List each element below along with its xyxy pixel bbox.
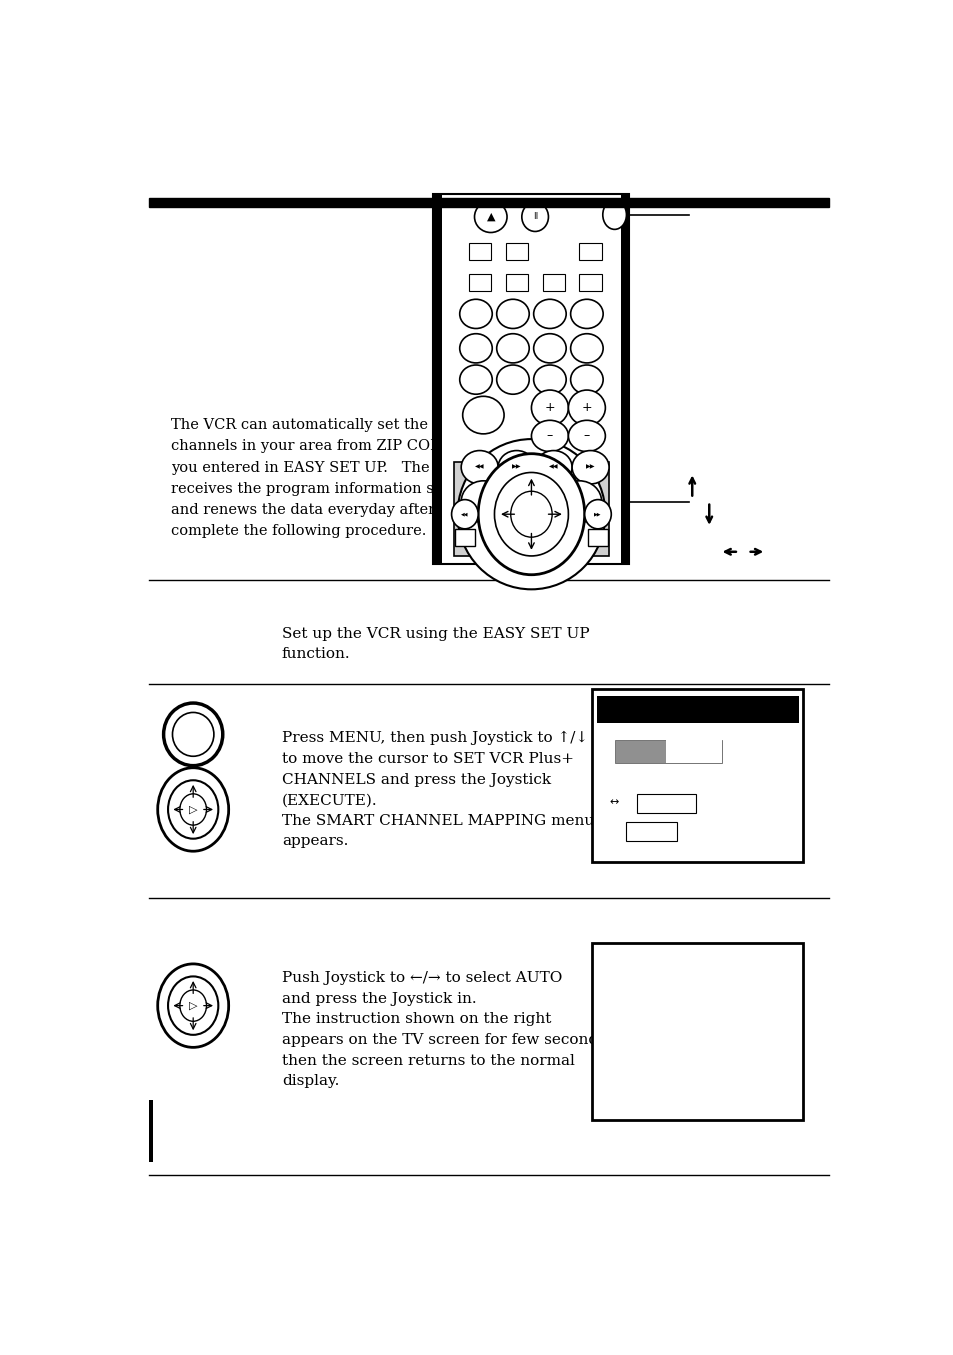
Ellipse shape xyxy=(459,364,492,394)
Ellipse shape xyxy=(157,768,229,851)
Bar xyxy=(468,274,490,291)
Ellipse shape xyxy=(497,333,529,363)
Ellipse shape xyxy=(457,439,605,589)
Bar xyxy=(637,794,695,813)
Bar xyxy=(433,194,629,564)
Ellipse shape xyxy=(497,299,529,328)
Ellipse shape xyxy=(602,201,626,229)
Ellipse shape xyxy=(477,454,584,575)
Bar xyxy=(665,740,721,763)
Ellipse shape xyxy=(460,451,497,484)
Text: Press MENU, then push Joystick to ↑/↓
to move the cursor to SET VCR Plus+
CHANNE: Press MENU, then push Joystick to ↑/↓ to… xyxy=(282,732,594,848)
Ellipse shape xyxy=(172,713,213,756)
Text: ◀◀: ◀◀ xyxy=(475,465,484,470)
Ellipse shape xyxy=(164,703,222,766)
Ellipse shape xyxy=(570,299,602,328)
Ellipse shape xyxy=(531,390,568,425)
Bar xyxy=(442,194,619,564)
Ellipse shape xyxy=(570,333,602,363)
Text: +: + xyxy=(581,401,592,415)
Ellipse shape xyxy=(157,963,229,1047)
Bar xyxy=(505,243,527,260)
Text: II: II xyxy=(528,484,534,493)
Ellipse shape xyxy=(533,364,565,394)
Ellipse shape xyxy=(474,201,506,233)
Ellipse shape xyxy=(570,364,602,394)
Bar xyxy=(578,274,601,291)
Bar xyxy=(597,695,798,722)
Ellipse shape xyxy=(533,299,565,328)
Bar xyxy=(592,943,802,1121)
Ellipse shape xyxy=(168,780,218,839)
Bar xyxy=(592,690,802,862)
Text: ▶▶: ▶▶ xyxy=(594,512,601,516)
Ellipse shape xyxy=(535,451,572,484)
Bar xyxy=(433,194,442,564)
Ellipse shape xyxy=(462,396,503,434)
Bar xyxy=(468,243,490,260)
Bar xyxy=(149,1099,152,1163)
Text: –: – xyxy=(583,430,589,443)
Ellipse shape xyxy=(531,420,568,451)
Ellipse shape xyxy=(180,991,206,1022)
Ellipse shape xyxy=(459,299,492,328)
Text: The VCR can automatically set the guide
channels in your area from ZIP CODE
you : The VCR can automatically set the guide … xyxy=(171,419,474,538)
Bar xyxy=(505,274,527,291)
Bar xyxy=(587,528,608,546)
Bar xyxy=(614,740,721,763)
Bar xyxy=(454,528,475,546)
Text: ◀◀: ◀◀ xyxy=(548,465,558,470)
Text: ▶▶: ▶▶ xyxy=(512,465,521,470)
Ellipse shape xyxy=(568,390,605,425)
Ellipse shape xyxy=(497,451,535,484)
Text: ▶▶: ▶▶ xyxy=(585,465,595,470)
Text: ◀◀: ◀◀ xyxy=(460,512,468,516)
Bar xyxy=(454,462,608,556)
Bar xyxy=(578,243,601,260)
Text: Push Joystick to ←/→ to select AUTO
and press the Joystick in.
The instruction s: Push Joystick to ←/→ to select AUTO and … xyxy=(282,972,610,1088)
Ellipse shape xyxy=(568,420,605,451)
Ellipse shape xyxy=(459,333,492,363)
Ellipse shape xyxy=(572,451,608,484)
Text: +: + xyxy=(544,401,555,415)
Ellipse shape xyxy=(510,492,552,537)
Ellipse shape xyxy=(180,794,206,825)
Text: Ⅱ: Ⅱ xyxy=(533,213,537,221)
Bar xyxy=(149,198,828,207)
Ellipse shape xyxy=(521,202,548,232)
Ellipse shape xyxy=(451,500,477,528)
Ellipse shape xyxy=(584,500,611,528)
Text: ▲: ▲ xyxy=(486,211,495,222)
Ellipse shape xyxy=(168,977,218,1035)
Text: –: – xyxy=(546,430,553,443)
Text: ↔: ↔ xyxy=(609,797,618,808)
Ellipse shape xyxy=(460,481,505,523)
Ellipse shape xyxy=(497,364,529,394)
Bar xyxy=(619,194,629,564)
Bar xyxy=(433,194,629,564)
Text: Set up the VCR using the EASY SET UP
function.: Set up the VCR using the EASY SET UP fun… xyxy=(282,627,589,661)
Bar xyxy=(625,822,677,840)
Ellipse shape xyxy=(494,473,568,556)
Bar xyxy=(542,274,564,291)
Text: ▷: ▷ xyxy=(189,1000,197,1011)
Ellipse shape xyxy=(533,333,565,363)
Text: ▷: ▷ xyxy=(189,805,197,814)
Ellipse shape xyxy=(557,481,601,523)
